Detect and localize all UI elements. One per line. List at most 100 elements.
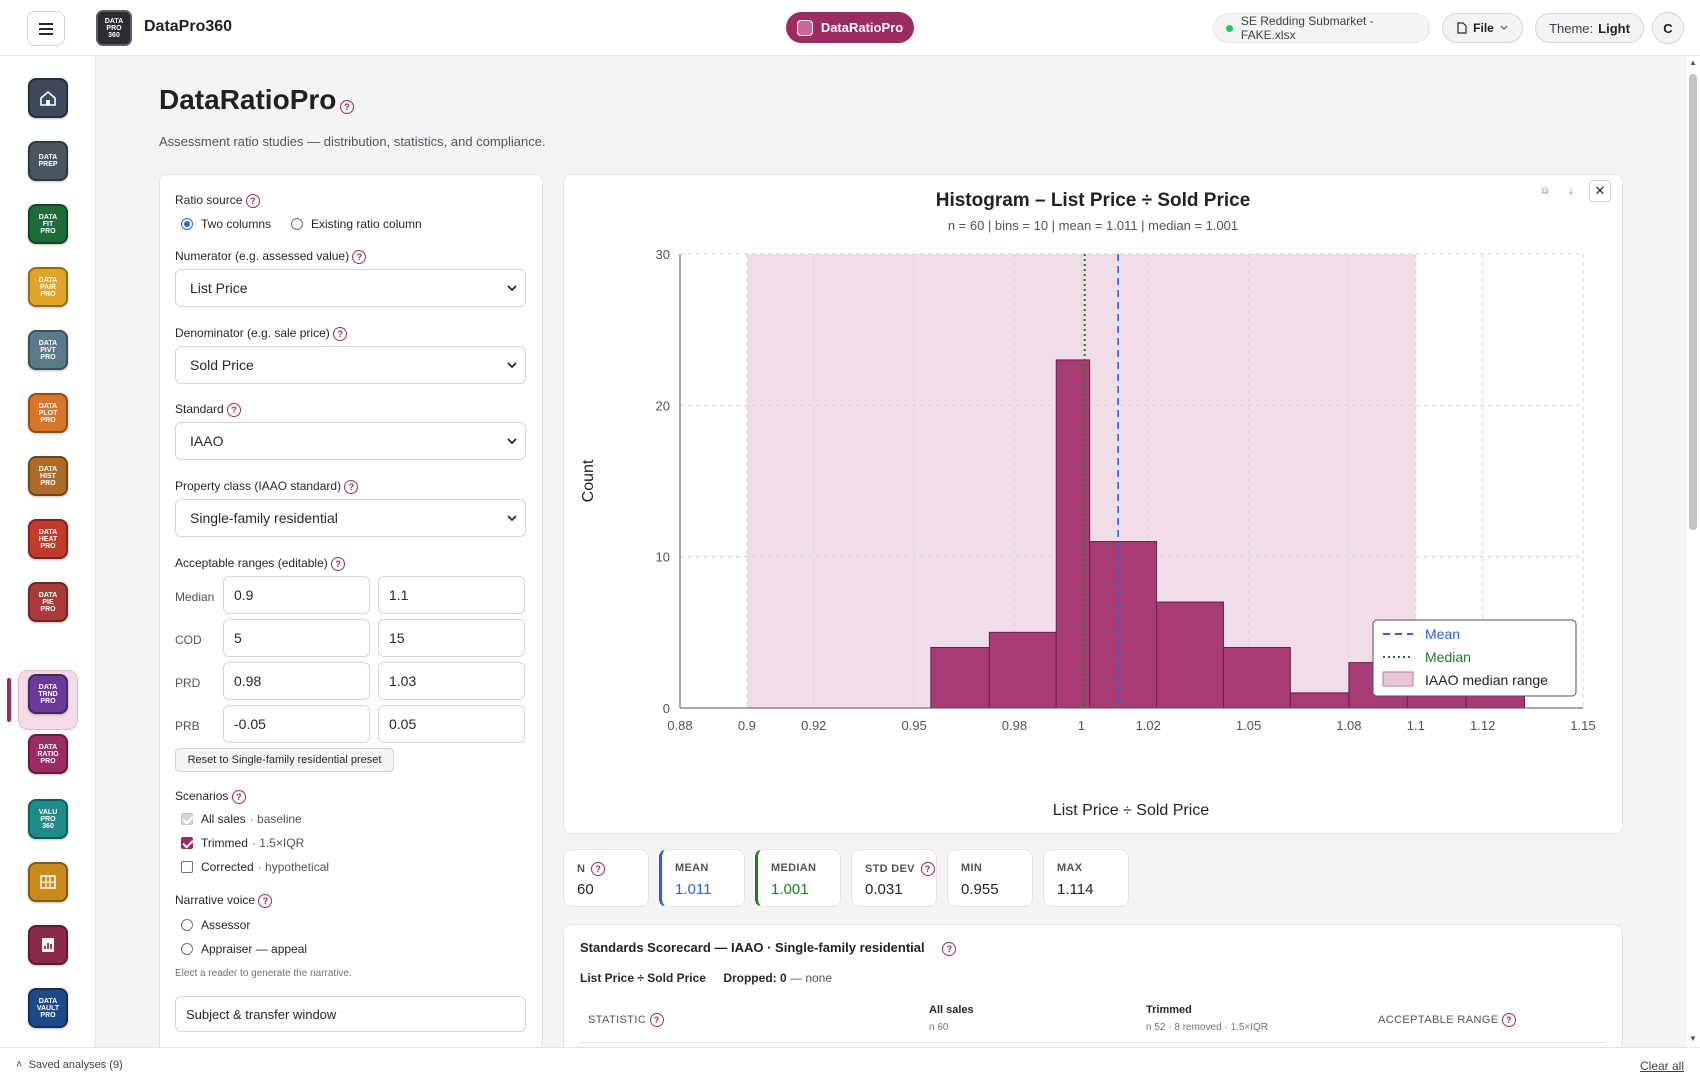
denominator-select[interactable]: Sold Price: [175, 346, 526, 384]
help-icon[interactable]: ?: [245, 193, 260, 208]
histogram-bar[interactable]: [930, 646, 990, 709]
reset-preset-button[interactable]: Reset to Single-family residential prese…: [175, 748, 394, 772]
scrollbar-thumb[interactable]: [1689, 74, 1697, 530]
prd-high-input[interactable]: 1.03: [378, 662, 525, 700]
stat-label: MEDIAN: [771, 862, 817, 874]
help-icon[interactable]: ?: [340, 100, 354, 114]
stat-card-std-dev: STD DEV? 0.031: [851, 849, 937, 907]
theme-toggle[interactable]: Theme: Light: [1535, 13, 1644, 43]
table-divider: [580, 1042, 1606, 1043]
column-subheader-all-sales: n 60: [929, 1022, 949, 1033]
stat-label: STD DEV?: [865, 862, 935, 876]
cod-high-input[interactable]: 15: [378, 619, 525, 657]
median-low-input[interactable]: 0.9: [223, 576, 370, 614]
help-icon[interactable]: ?: [231, 789, 246, 804]
sidebar-logo-text: PRO: [40, 757, 56, 765]
sidebar-item-data-pair-pro[interactable]: DATA PAIR PRO: [28, 267, 68, 307]
histogram-bar[interactable]: [988, 631, 1057, 709]
radio-appraiser-appeal[interactable]: Appraiser — appeal: [181, 942, 307, 956]
sidebar-item-data-trnd-pro[interactable]: DATA TRND PRO: [28, 674, 68, 714]
subject-transfer-window-button[interactable]: Subject & transfer window: [175, 996, 526, 1032]
x-tick-label: 1.15: [1570, 718, 1595, 733]
numerator-select[interactable]: List Price: [175, 269, 526, 307]
standard-label: Standard ?: [175, 402, 242, 417]
sidebar-item-data-hist-pro[interactable]: DATA HIST PRO: [28, 456, 68, 496]
saved-analyses-toggle[interactable]: ˄ Saved analyses (9): [16, 1059, 123, 1071]
sidebar-item-data-prep[interactable]: DATA PREP: [28, 141, 68, 181]
help-icon[interactable]: ?: [649, 1013, 664, 1027]
sidebar-item-data-pivt-pro[interactable]: DATA PIVT PRO: [28, 330, 68, 370]
sidebar-logo-text: DATA: [38, 528, 58, 536]
brand-logo[interactable]: DATA PRO 360: [96, 10, 132, 46]
close-icon[interactable]: ✕: [1589, 180, 1611, 202]
help-icon[interactable]: ?: [344, 479, 359, 494]
median-high-input[interactable]: 1.1: [378, 576, 525, 614]
sidebar-logo-text: HEAT: [38, 535, 58, 543]
file-menu-button[interactable]: File: [1442, 13, 1523, 43]
settings-panel: [159, 174, 543, 1054]
prb-low-input[interactable]: -0.05: [223, 705, 370, 743]
sidebar-logo-text: PRO: [40, 416, 56, 424]
download-icon[interactable]: ⤓: [1568, 185, 1574, 197]
loaded-file-chip[interactable]: SE Redding Submarket - FAKE.xlsx: [1213, 13, 1430, 43]
sidebar-item-data-fit-pro[interactable]: DATA FIT PRO: [28, 204, 68, 244]
help-icon[interactable]: ?: [591, 862, 606, 876]
x-tick-label: 0.9: [738, 718, 756, 733]
scenario-trimmed[interactable]: Trimmed · 1.5×IQR: [181, 836, 304, 850]
y-tick-label: 20: [656, 398, 670, 413]
property-class-select[interactable]: Single-family residential: [175, 499, 526, 537]
radio-assessor[interactable]: Assessor: [181, 918, 250, 932]
histogram-bar[interactable]: [1222, 646, 1291, 709]
scroll-up-icon[interactable]: ▲: [1689, 58, 1697, 67]
stat-label: N?: [577, 862, 606, 876]
sidebar-item-data-heat-pro[interactable]: DATA HEAT PRO: [28, 519, 68, 559]
x-tick-label: 0.98: [1002, 718, 1027, 733]
sidebar-item-data-ratio-pro[interactable]: DATA RATIO PRO: [28, 734, 68, 774]
help-icon[interactable]: ?: [227, 402, 242, 417]
clear-all-link[interactable]: Clear all: [1640, 1059, 1685, 1073]
scenario-all-sales[interactable]: All sales · baseline: [181, 812, 302, 826]
radio-existing-ratio-column[interactable]: Existing ratio column: [291, 217, 422, 231]
scroll-down-icon[interactable]: ▼: [1689, 1034, 1697, 1043]
prd-low-input[interactable]: 0.98: [223, 662, 370, 700]
help-icon[interactable]: ?: [920, 862, 935, 876]
help-icon[interactable]: ?: [942, 941, 957, 956]
narrative-hint: Elect a reader to generate the narrative…: [175, 968, 352, 979]
sidebar-item-data-vault-pro[interactable]: DATA VAULT PRO: [28, 988, 68, 1028]
copy-icon[interactable]: ⧉: [1541, 185, 1549, 197]
help-icon[interactable]: ?: [333, 326, 348, 341]
cod-low-input[interactable]: 5: [223, 619, 370, 657]
sidebar-item-home[interactable]: [28, 78, 68, 118]
radio-two-columns[interactable]: Two columns: [181, 217, 271, 231]
y-tick-label: 30: [656, 247, 670, 262]
histogram-bar[interactable]: [1089, 541, 1158, 709]
sidebar-logo-text: DATA: [38, 402, 58, 410]
sidebar-item-data-pie-pro[interactable]: DATA PIE PRO: [28, 582, 68, 622]
help-icon[interactable]: ?: [331, 556, 346, 571]
help-icon[interactable]: ?: [352, 249, 367, 264]
standard-select[interactable]: IAAO: [175, 422, 526, 460]
sidebar-item-report-app[interactable]: [28, 925, 68, 965]
histogram-bar[interactable]: [1289, 692, 1350, 709]
x-axis-label: List Price ÷ Sold Price: [1053, 802, 1209, 819]
sidebar-item-valu-pro-360[interactable]: VALU PRO 360: [28, 799, 68, 839]
scenario-corrected[interactable]: Corrected · hypothetical: [181, 860, 329, 874]
sidebar-logo-text: DATA: [38, 339, 58, 347]
help-icon[interactable]: ?: [258, 893, 273, 908]
avatar[interactable]: C: [1652, 12, 1684, 44]
y-tick-label: 0: [663, 701, 670, 716]
sidebar-item-grid-app[interactable]: [28, 862, 68, 902]
histogram-bar[interactable]: [1156, 601, 1224, 709]
chevron-down-icon: [507, 362, 517, 369]
help-icon[interactable]: ?: [1501, 1013, 1516, 1027]
scorecard-title: Standards Scorecard — IAAO · Single-fami…: [580, 940, 957, 956]
narrative-voice-label: Narrative voice ?: [175, 893, 273, 908]
prb-high-input[interactable]: 0.05: [378, 705, 525, 743]
sidebar-item-data-plot-pro[interactable]: DATA PLOT PRO: [28, 393, 68, 433]
property-class-label: Property class (IAAO standard) ?: [175, 479, 359, 494]
active-app-pill[interactable]: DataRatioPro: [786, 12, 914, 43]
active-app-label: DataRatioPro: [820, 20, 904, 35]
range-label-median: Median: [175, 590, 215, 604]
menu-button[interactable]: [27, 11, 65, 46]
sidebar-logo-text: DATA: [38, 591, 58, 599]
